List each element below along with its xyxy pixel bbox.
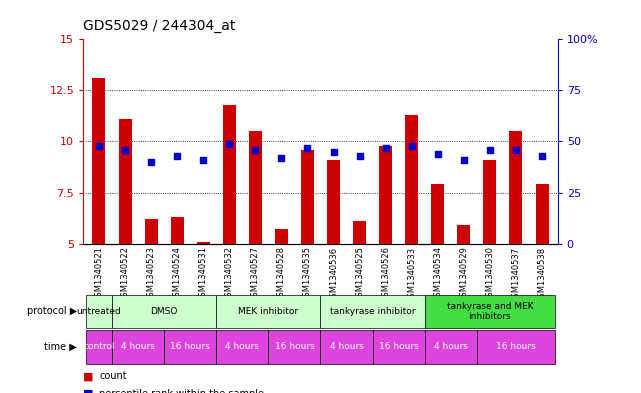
Text: MEK inhibitor: MEK inhibitor [238, 307, 299, 316]
Bar [269, 330, 320, 364]
Point [433, 151, 443, 157]
Bar [425, 295, 555, 328]
Text: 16 hours: 16 hours [379, 342, 419, 351]
Text: DMSO: DMSO [151, 307, 178, 316]
Point [94, 142, 104, 149]
Text: 4 hours: 4 hours [226, 342, 259, 351]
Bar [216, 295, 320, 328]
Point [198, 157, 208, 163]
Bar [164, 330, 216, 364]
Bar [425, 330, 477, 364]
Point [511, 147, 521, 153]
Point [459, 157, 469, 163]
Bar [379, 145, 392, 244]
Text: GDS5029 / 244304_at: GDS5029 / 244304_at [83, 19, 236, 33]
Point [172, 152, 182, 159]
Text: 16 hours: 16 hours [496, 342, 536, 351]
Text: tankyrase and MEK
inhibitors: tankyrase and MEK inhibitors [447, 302, 533, 321]
Bar [119, 119, 131, 244]
Bar [249, 131, 262, 244]
Text: 4 hours: 4 hours [121, 342, 155, 351]
Point [406, 142, 417, 149]
Text: tankyrase inhibitor: tankyrase inhibitor [330, 307, 415, 316]
Point [328, 149, 338, 155]
Bar [405, 115, 418, 244]
Point [485, 147, 495, 153]
Point [381, 145, 391, 151]
Point [537, 152, 547, 159]
Bar [353, 221, 366, 244]
Bar [327, 160, 340, 244]
Bar [112, 330, 164, 364]
Point [224, 140, 235, 147]
Point [146, 159, 156, 165]
Text: protocol ▶: protocol ▶ [27, 307, 77, 316]
Bar [431, 184, 444, 244]
Bar [86, 295, 112, 328]
Text: percentile rank within the sample: percentile rank within the sample [99, 389, 264, 393]
Point [250, 147, 260, 153]
Bar [171, 217, 184, 244]
Text: untreated: untreated [76, 307, 121, 316]
Bar [457, 225, 470, 244]
Bar [301, 150, 314, 244]
Text: 4 hours: 4 hours [434, 342, 468, 351]
Bar [510, 131, 522, 244]
Point [303, 145, 313, 151]
Text: ■: ■ [83, 371, 94, 381]
Bar [483, 160, 496, 244]
Bar [372, 330, 425, 364]
Bar [275, 230, 288, 244]
Bar [320, 295, 425, 328]
Text: time ▶: time ▶ [44, 342, 77, 352]
Text: control: control [83, 342, 115, 351]
Bar [145, 219, 158, 244]
Point [276, 155, 287, 161]
Bar [535, 184, 549, 244]
Bar [86, 330, 112, 364]
Text: ■: ■ [83, 389, 94, 393]
Bar [477, 330, 555, 364]
Point [120, 147, 130, 153]
Bar [112, 295, 216, 328]
Text: 16 hours: 16 hours [171, 342, 210, 351]
Point [354, 152, 365, 159]
Bar [223, 105, 236, 244]
Text: 16 hours: 16 hours [274, 342, 314, 351]
Bar [216, 330, 269, 364]
Bar [92, 78, 106, 244]
Bar [197, 242, 210, 244]
Text: count: count [99, 371, 127, 381]
Text: 4 hours: 4 hours [329, 342, 363, 351]
Bar [320, 330, 372, 364]
